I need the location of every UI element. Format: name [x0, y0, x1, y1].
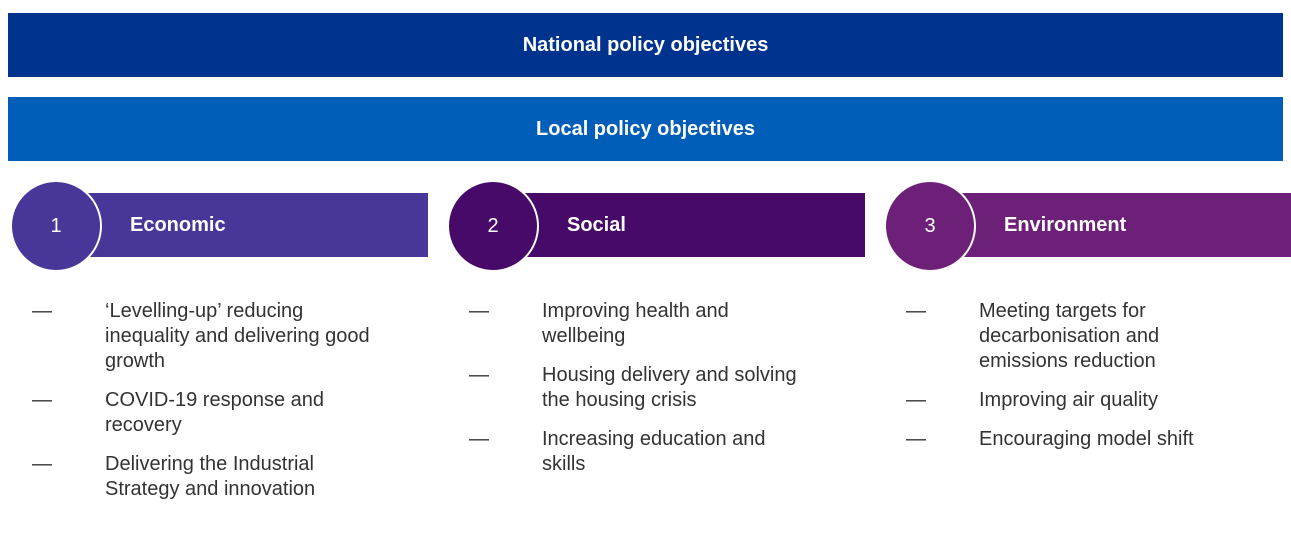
list-item: Housing delivery and solving the housing…	[447, 363, 812, 413]
column-title: Economic	[130, 214, 226, 236]
item-list: Improving health and wellbeing Housing de…	[447, 299, 867, 477]
list-item: Improving air quality	[884, 388, 1249, 413]
list-item: COVID-19 response and recovery	[10, 388, 375, 438]
item-list: Meeting targets for decarbonisation and …	[884, 299, 1291, 452]
column-header: 1 Economic	[10, 180, 430, 272]
column: 1 Economic ‘Levelling-up’ reducing inequal…	[10, 180, 430, 516]
column: 3 Environment Meeting targets for decarbon…	[884, 180, 1291, 466]
list-item: Encouraging model shift	[884, 427, 1249, 452]
banner: Local policy objectives	[8, 97, 1283, 161]
list-item: Improving health and wellbeing	[447, 299, 812, 349]
number-circle: 3	[884, 180, 976, 272]
item-list: ‘Levelling-up’ reducing inequality and d…	[10, 299, 430, 502]
number-circle: 2	[447, 180, 539, 272]
header-bar	[924, 193, 1291, 257]
column: 2 Social Improving health and wellbeing Hou…	[447, 180, 867, 491]
column-title: Environment	[1004, 214, 1127, 236]
number-circle: 1	[10, 180, 102, 272]
list-item: Delivering the Industrial Strategy and i…	[10, 452, 375, 502]
header-bar	[50, 193, 428, 257]
list-item: Increasing education and skills	[447, 427, 812, 477]
header-bar	[487, 193, 865, 257]
column-title: Social	[567, 214, 626, 236]
banner: National policy objectives	[8, 13, 1283, 77]
list-item: Meeting targets for decarbonisation and …	[884, 299, 1249, 374]
column-header: 3 Environment	[884, 180, 1291, 272]
list-item: ‘Levelling-up’ reducing inequality and d…	[10, 299, 375, 374]
column-header: 2 Social	[447, 180, 867, 272]
